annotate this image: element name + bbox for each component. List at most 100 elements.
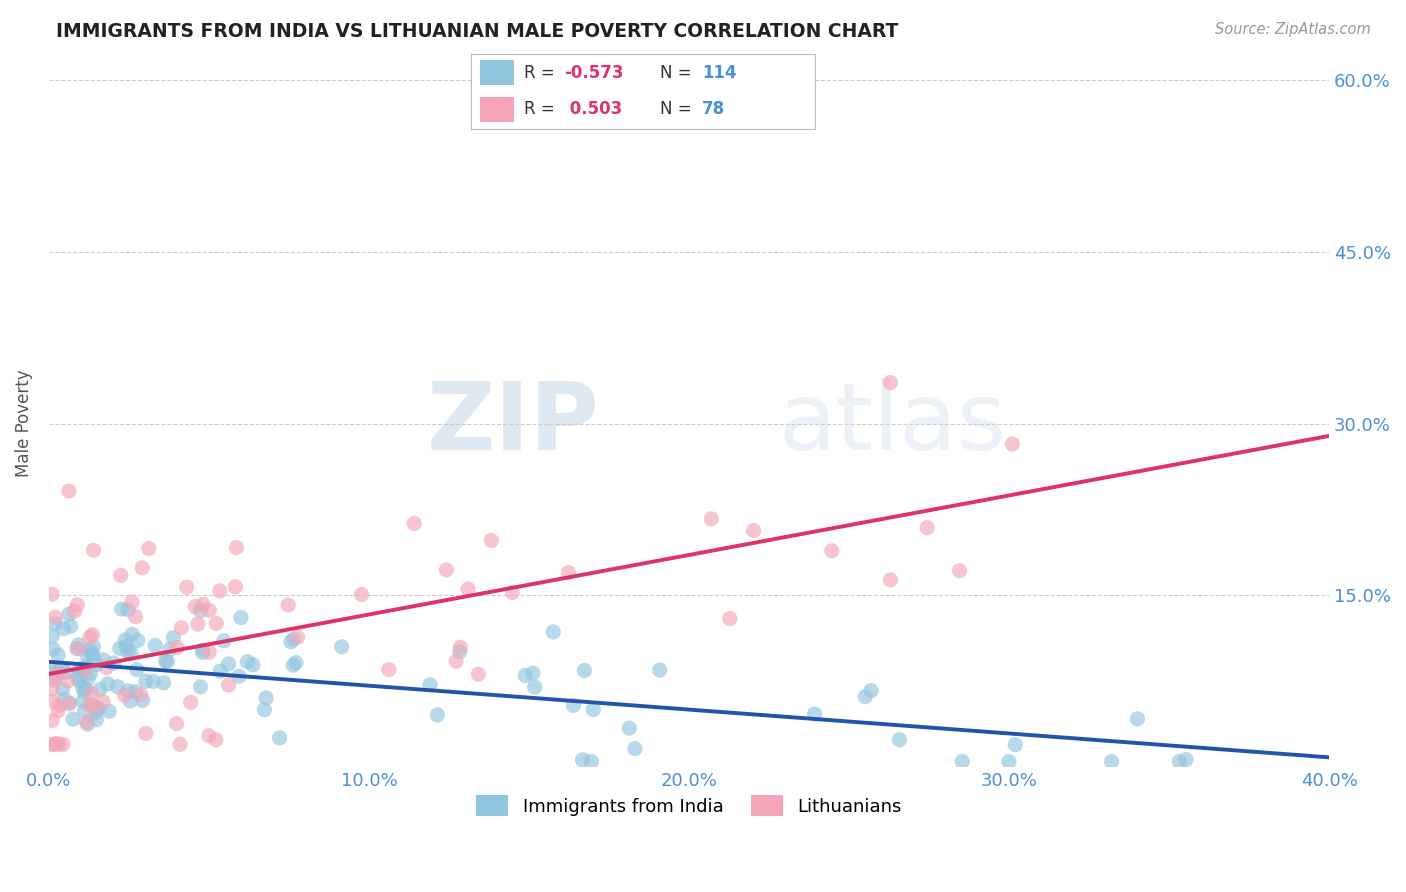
Point [80,698,103,712]
Point [624,741,647,756]
Point [522,666,544,681]
Point [67,673,90,688]
Point [277,598,299,612]
Point [46,704,69,718]
Point [742,524,765,538]
Point [574,664,596,678]
Point [198,645,221,659]
Point [821,543,844,558]
Point [114,688,136,702]
Point [131,693,153,707]
FancyBboxPatch shape [479,96,515,122]
Point [93,653,115,667]
Point [124,684,146,698]
Point [52,682,75,697]
Point [66,598,89,612]
FancyBboxPatch shape [479,61,515,86]
Point [56,673,79,688]
Point [523,680,546,694]
Point [107,680,129,694]
Point [82,640,104,654]
Point [159,642,181,657]
Point [108,641,131,656]
Point [378,663,401,677]
Text: 78: 78 [702,100,725,119]
Point [41,737,63,751]
Point [75,682,97,697]
Point [467,667,489,681]
Point [228,669,250,683]
Point [53,692,76,706]
Point [543,624,565,639]
Point [46,667,69,681]
Text: IMMIGRANTS FROM INDIA VS LITHUANIAN MALE POVERTY CORRELATION CHART: IMMIGRANTS FROM INDIA VS LITHUANIAN MALE… [56,22,898,41]
Point [46,648,69,662]
Point [700,512,723,526]
Point [120,694,142,708]
Point [915,521,938,535]
Point [42,670,65,684]
Point [98,704,121,718]
Point [191,643,214,657]
Point [86,657,108,672]
Text: -0.573: -0.573 [564,64,623,82]
Point [117,603,139,617]
Point [648,663,671,677]
Point [718,611,741,625]
Point [41,587,63,601]
Point [557,566,579,580]
Point [501,585,523,599]
Point [82,628,104,642]
Point [117,644,139,658]
Point [77,672,100,686]
Point [83,543,105,558]
Point [156,655,179,669]
Point [138,541,160,556]
Point [121,627,143,641]
Point [208,584,231,599]
Point [434,563,457,577]
Point [1126,712,1149,726]
Point [515,668,537,682]
Point [63,604,86,618]
Legend: Immigrants from India, Lithuanians: Immigrants from India, Lithuanians [468,789,910,823]
Point [166,640,188,655]
Point [879,573,901,587]
Point [67,670,90,684]
Point [44,737,66,751]
Point [73,684,96,698]
Point [142,674,165,689]
Point [283,632,305,646]
Point [155,654,177,668]
Y-axis label: Male Poverty: Male Poverty [15,370,32,477]
Point [110,568,132,582]
Point [283,658,305,673]
Point [79,643,101,657]
Point [205,616,228,631]
Point [72,680,94,694]
Point [67,641,90,656]
Point [125,663,148,677]
Text: R =: R = [524,100,561,119]
Point [582,702,605,716]
Point [419,678,441,692]
Point [48,737,70,751]
Point [66,641,89,656]
Point [350,588,373,602]
Point [79,698,101,713]
Point [162,631,184,645]
Point [135,726,157,740]
Point [280,635,302,649]
Point [87,701,110,715]
Point [209,664,232,678]
Text: ZIP: ZIP [426,377,599,469]
Point [86,713,108,727]
Point [41,694,63,708]
Point [170,621,193,635]
Point [62,712,84,726]
Point [198,603,221,617]
Point [889,732,911,747]
Point [198,729,221,743]
Text: R =: R = [524,64,561,82]
Point [72,660,94,674]
